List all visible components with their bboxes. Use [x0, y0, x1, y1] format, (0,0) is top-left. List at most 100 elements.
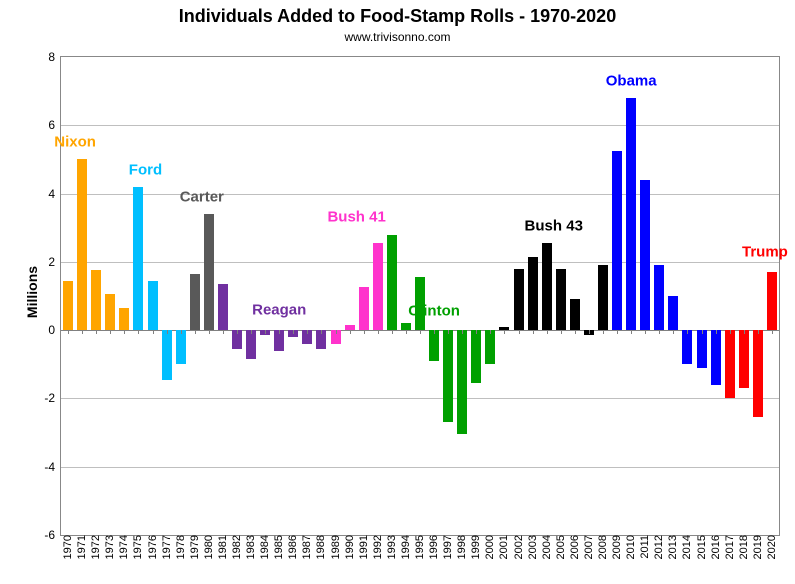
y-tick-label: -4 — [44, 460, 61, 474]
x-tick — [772, 330, 773, 334]
y-tick-label: -2 — [44, 391, 61, 405]
bar — [471, 330, 481, 383]
x-tick-label: 1977 — [162, 535, 173, 563]
x-tick-label: 2020 — [767, 535, 778, 563]
y-tick-label: -6 — [44, 528, 61, 542]
bar — [77, 159, 87, 330]
x-tick-label: 1988 — [316, 535, 327, 563]
x-tick — [448, 330, 449, 334]
x-tick-label: 1998 — [457, 535, 468, 563]
x-tick — [124, 330, 125, 334]
x-tick-label: 1984 — [260, 535, 271, 563]
bar — [148, 281, 158, 331]
bar — [133, 187, 143, 330]
y-tick-label: 6 — [48, 118, 61, 132]
x-tick — [687, 330, 688, 334]
bar — [626, 98, 636, 330]
x-tick-label: 1972 — [91, 535, 102, 563]
x-tick-label: 2007 — [584, 535, 595, 563]
bar — [359, 287, 369, 330]
x-tick — [490, 330, 491, 334]
x-tick — [406, 330, 407, 334]
bar — [570, 299, 580, 330]
bar — [514, 269, 524, 330]
x-tick — [631, 330, 632, 334]
x-tick-label: 1993 — [387, 535, 398, 563]
bar — [767, 272, 777, 330]
x-tick — [110, 330, 111, 334]
bar — [246, 330, 256, 359]
president-label: Reagan — [252, 301, 306, 318]
grid-line — [61, 194, 779, 195]
x-tick-label: 1980 — [204, 535, 215, 563]
x-tick-label: 2006 — [570, 535, 581, 563]
x-tick-label: 2011 — [640, 535, 651, 563]
grid-line — [61, 398, 779, 399]
x-tick-label: 1985 — [274, 535, 285, 563]
x-tick — [434, 330, 435, 334]
x-tick — [336, 330, 337, 334]
x-tick — [744, 330, 745, 334]
x-tick — [645, 330, 646, 334]
x-tick — [223, 330, 224, 334]
bar — [485, 330, 495, 364]
x-tick-label: 1970 — [63, 535, 74, 563]
x-tick — [251, 330, 252, 334]
x-tick-label: 1983 — [246, 535, 257, 563]
x-tick-label: 1994 — [401, 535, 412, 563]
x-tick-label: 2017 — [725, 535, 736, 563]
x-tick-label: 1976 — [148, 535, 159, 563]
grid-line — [61, 125, 779, 126]
x-tick — [195, 330, 196, 334]
president-label: Trump — [742, 243, 788, 260]
x-tick — [462, 330, 463, 334]
bar — [162, 330, 172, 380]
bar — [528, 257, 538, 330]
x-tick — [730, 330, 731, 334]
x-tick-label: 1990 — [345, 535, 356, 563]
x-tick — [209, 330, 210, 334]
bar — [542, 243, 552, 330]
x-tick — [138, 330, 139, 334]
x-tick-label: 2009 — [612, 535, 623, 563]
president-label: Nixon — [54, 134, 96, 151]
x-tick-label: 1995 — [415, 535, 426, 563]
y-tick-label: 4 — [48, 187, 61, 201]
x-tick — [237, 330, 238, 334]
x-tick-label: 2016 — [711, 535, 722, 563]
bar — [218, 284, 228, 330]
x-tick-label: 1979 — [190, 535, 201, 563]
x-tick — [504, 330, 505, 334]
x-tick-label: 2003 — [528, 535, 539, 563]
x-tick — [167, 330, 168, 334]
x-tick-label: 1973 — [105, 535, 116, 563]
x-tick — [68, 330, 69, 334]
chart-subtitle: www.trivisonno.com — [0, 30, 795, 44]
x-tick — [716, 330, 717, 334]
bar — [63, 281, 73, 331]
bar — [668, 296, 678, 330]
x-tick-label: 2015 — [697, 535, 708, 563]
x-tick-label: 2013 — [668, 535, 679, 563]
bar — [556, 269, 566, 330]
x-tick-label: 1997 — [443, 535, 454, 563]
x-tick — [364, 330, 365, 334]
x-tick — [476, 330, 477, 334]
x-tick — [181, 330, 182, 334]
x-tick — [589, 330, 590, 334]
x-tick — [321, 330, 322, 334]
x-tick-label: 1986 — [288, 535, 299, 563]
x-tick — [82, 330, 83, 334]
bar — [682, 330, 692, 364]
x-tick-label: 1971 — [77, 535, 88, 563]
x-tick-label: 2010 — [626, 535, 637, 563]
x-tick — [293, 330, 294, 334]
x-tick — [420, 330, 421, 334]
x-tick-label: 2005 — [556, 535, 567, 563]
x-tick-label: 2014 — [682, 535, 693, 563]
x-tick-label: 1996 — [429, 535, 440, 563]
x-tick — [547, 330, 548, 334]
grid-line — [61, 262, 779, 263]
president-label: Bush 43 — [525, 218, 583, 235]
president-label: Clinton — [408, 303, 460, 320]
